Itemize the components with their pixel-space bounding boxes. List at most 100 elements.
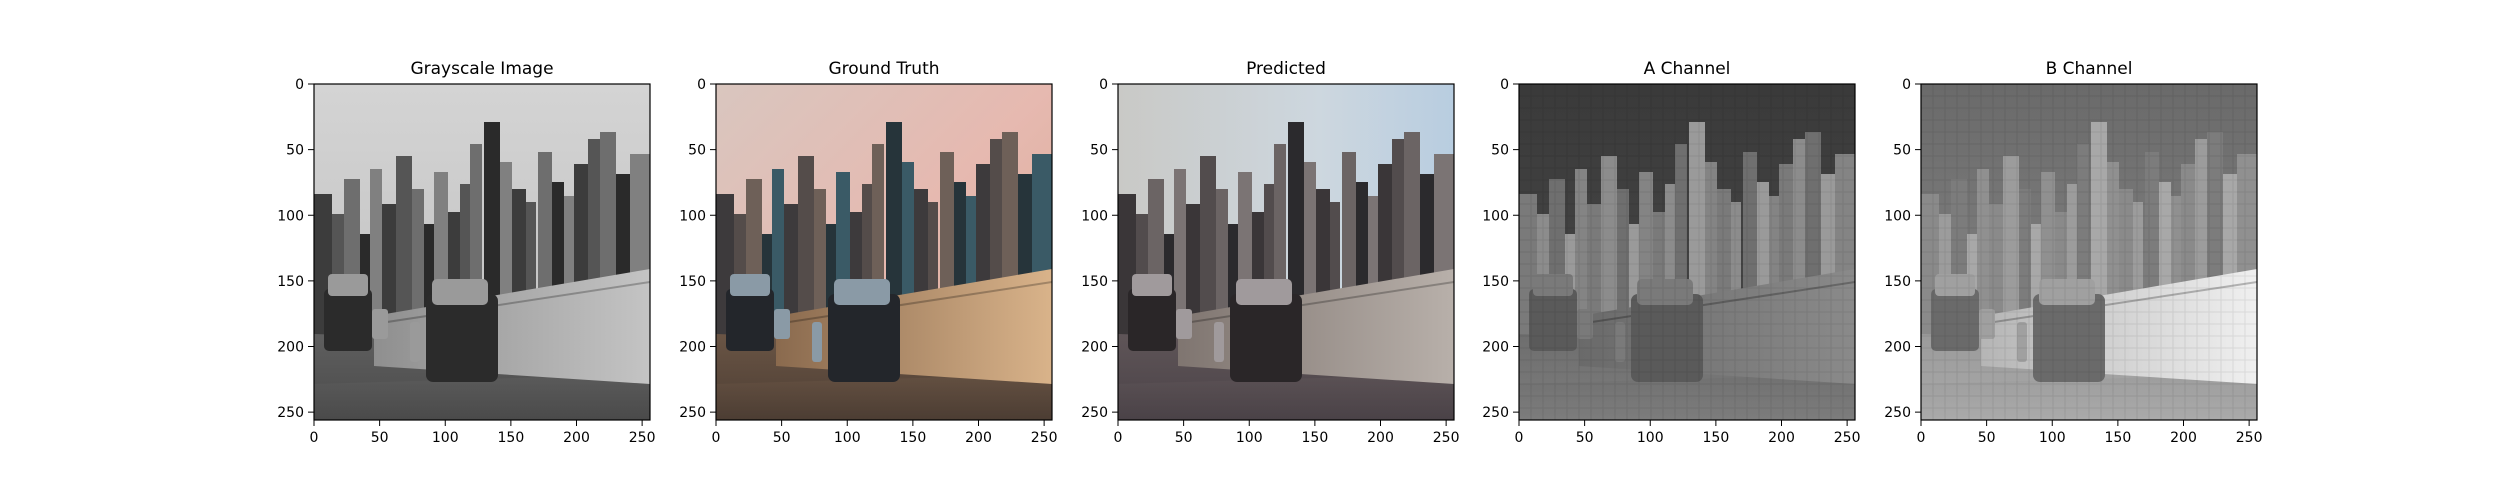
building [396, 156, 412, 344]
car-suv-roof [2039, 279, 2095, 305]
car-suv-roof [834, 279, 890, 305]
pedestrian [812, 322, 822, 362]
y-tick-label: 200 [1081, 340, 1108, 356]
car-suv-roof [432, 279, 488, 305]
car-left [1931, 289, 1979, 351]
building [814, 189, 826, 344]
x-tick-label: 100 [1236, 430, 1263, 446]
car-left [1529, 289, 1577, 351]
car-left-roof [1935, 274, 1975, 296]
axes-frame [1518, 83, 1856, 421]
building [1601, 156, 1617, 344]
panel-1: Grayscale Image 0 0 50 50 100 100 150 150 200 200 2… [277, 59, 655, 446]
x-tick-label: 200 [563, 430, 590, 446]
y-tick-label: 250 [1884, 405, 1911, 421]
road-foreground [1118, 374, 1454, 420]
y-tick-label: 50 [1893, 143, 1911, 159]
x-tick-label: 150 [1302, 430, 1329, 446]
x-tick-label: 150 [498, 430, 525, 446]
y-tick-label: 50 [286, 143, 304, 159]
x-tick-label: 200 [1367, 430, 1394, 446]
y-tick-label: 0 [1902, 77, 1911, 93]
car-left-roof [1533, 274, 1573, 296]
y-tick-label: 100 [1482, 208, 1509, 224]
building [1665, 184, 1675, 344]
panel-image [716, 84, 1052, 420]
wall-edge [1980, 281, 2257, 325]
building [1587, 204, 1601, 344]
x-tick-label: 100 [834, 430, 861, 446]
y-tick-label: 200 [1482, 340, 1509, 356]
building [526, 202, 536, 344]
building [460, 184, 470, 344]
building [412, 189, 424, 344]
y-tick-label: 250 [679, 405, 706, 421]
y-tick-label: 150 [277, 274, 304, 290]
x-tick-label: 150 [2105, 430, 2132, 446]
building [2003, 156, 2019, 344]
car-suv [1631, 294, 1703, 382]
building [564, 196, 574, 344]
building [1989, 204, 2003, 344]
road-foreground [314, 374, 650, 420]
building [1731, 202, 1741, 344]
y-tick-label: 0 [697, 77, 706, 93]
y-tick-label: 200 [679, 340, 706, 356]
y-tick-label: 100 [679, 208, 706, 224]
building [1629, 224, 1639, 344]
x-tick-label: 100 [1637, 430, 1664, 446]
panel-title: B Channel [2046, 59, 2133, 79]
panel-image [1921, 84, 2257, 420]
x-tick-label: 200 [1768, 430, 1795, 446]
building [370, 169, 382, 344]
building [1977, 169, 1989, 344]
panel-image [314, 84, 650, 420]
building [772, 169, 784, 344]
axes-frame [715, 83, 1053, 421]
building [966, 196, 976, 344]
x-tick-label: 0 [1917, 430, 1926, 446]
x-tick-label: 250 [629, 430, 656, 446]
pedestrian [2017, 322, 2027, 362]
panel-2: Ground Truth 0 0 50 50 100 100 150 150 200 200 250 2… [679, 59, 1057, 446]
car-left [324, 289, 372, 351]
building [1769, 196, 1779, 344]
road-foreground [1519, 374, 1855, 420]
car-suv [426, 294, 498, 382]
pedestrian [410, 322, 420, 362]
x-tick-label: 50 [773, 430, 791, 446]
car-small [1577, 309, 1593, 339]
x-tick-label: 0 [1515, 430, 1524, 446]
y-tick-label: 0 [1500, 77, 1509, 93]
channel-texture [1921, 84, 2257, 420]
building [2171, 196, 2181, 344]
y-tick-label: 250 [1081, 405, 1108, 421]
car-suv [1230, 294, 1302, 382]
building [2031, 224, 2041, 344]
axes-frame [1117, 83, 1455, 421]
y-tick-label: 0 [1099, 77, 1108, 93]
car-suv [828, 294, 900, 382]
building [2067, 184, 2077, 344]
car-left [1128, 289, 1176, 351]
panel-5: B Channel 0 0 50 50 100 100 150 150 200 200 250 250 [1884, 59, 2262, 446]
x-tick-label: 100 [2039, 430, 2066, 446]
y-tick-label: 200 [1884, 340, 1911, 356]
y-tick-label: 200 [277, 340, 304, 356]
panel-title: Grayscale Image [410, 59, 553, 79]
channel-texture [1519, 84, 1855, 420]
building [1575, 169, 1587, 344]
car-left-roof [328, 274, 368, 296]
car-left-roof [1132, 274, 1172, 296]
road-foreground [1921, 374, 2257, 420]
building [1228, 224, 1238, 344]
x-tick-label: 0 [1114, 430, 1123, 446]
x-tick-label: 250 [2236, 430, 2263, 446]
building [1174, 169, 1186, 344]
x-tick-label: 250 [1031, 430, 1058, 446]
building [1216, 189, 1228, 344]
y-tick-label: 100 [1081, 208, 1108, 224]
wall-edge [373, 281, 650, 325]
y-tick-label: 150 [1482, 274, 1509, 290]
